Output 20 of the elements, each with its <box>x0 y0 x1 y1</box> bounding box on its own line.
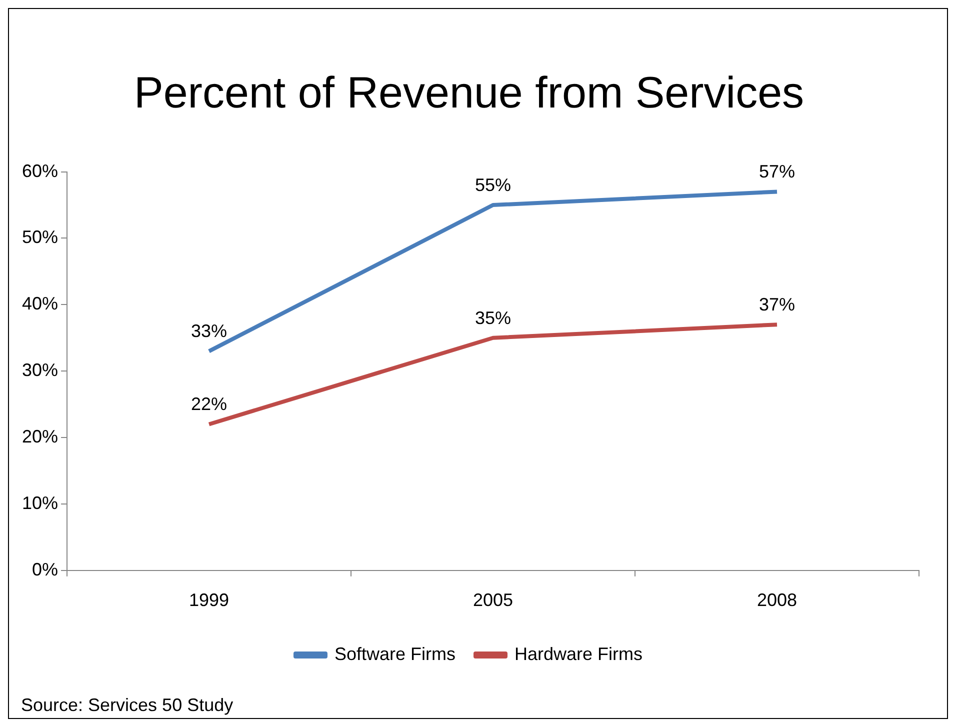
data-label: 33% <box>191 321 228 342</box>
y-tick-label: 60% <box>22 160 58 181</box>
data-label: 22% <box>191 394 228 414</box>
data-label: 55% <box>475 174 512 195</box>
data-label: 35% <box>475 308 512 328</box>
x-tick-label: 2008 <box>756 590 798 610</box>
y-tick-label: 0% <box>32 559 58 580</box>
y-tick-label: 20% <box>22 426 58 446</box>
data-label: 57% <box>758 162 796 182</box>
y-tick-label: 40% <box>22 294 58 314</box>
x-tick-label: 1999 <box>189 590 230 610</box>
source-note: Source: Services 50 Study <box>21 695 234 716</box>
legend-label: Hardware Firms <box>514 644 643 664</box>
data-label: 37% <box>758 294 796 315</box>
y-tick-label: 10% <box>22 492 58 513</box>
y-tick-label: 50% <box>22 227 58 248</box>
y-tick-label: 30% <box>22 360 58 380</box>
x-tick-label: 2005 <box>472 590 514 610</box>
chart-title: Percent of Revenue from Services <box>134 68 804 118</box>
legend-label: Software Firms <box>334 644 456 664</box>
